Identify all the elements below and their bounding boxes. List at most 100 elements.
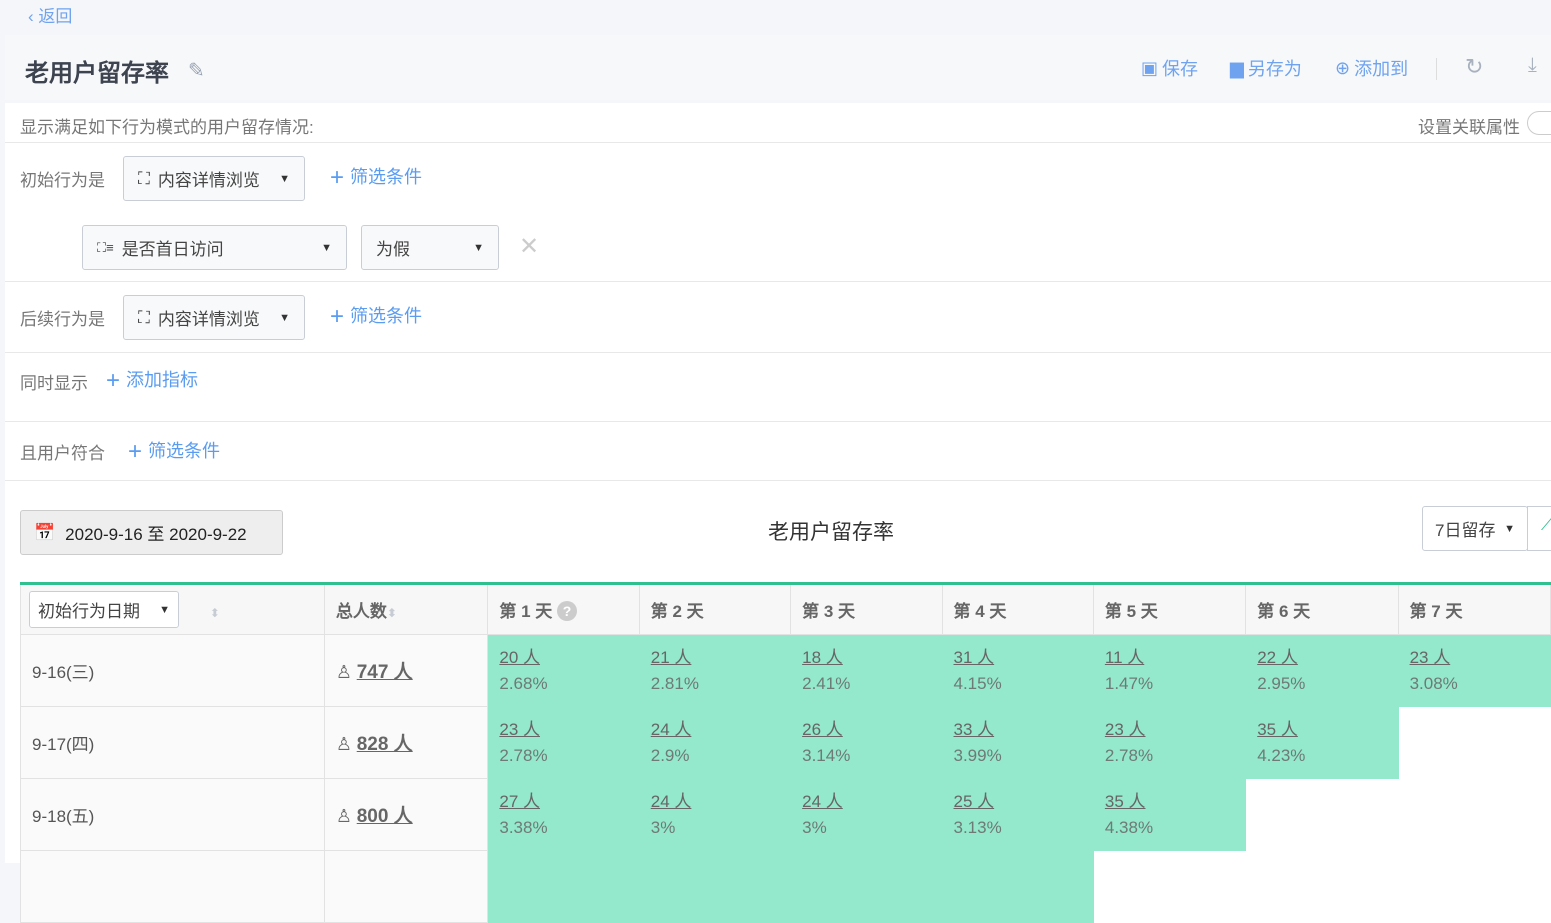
row-date: 9-18(五) [20,778,325,851]
row-date: 9-17(四) [20,706,325,779]
retention-cell[interactable]: 20 人 2.68% [487,634,640,707]
retention-cell[interactable]: 27 人 3.38% [487,778,640,851]
filter-property-select[interactable]: ⛶≡ 是否首日访问 ▼ [82,225,347,270]
day-header: 第 1 天 ? [487,583,640,635]
row-date [20,850,325,923]
event-icon: ⛶ [138,168,150,188]
followup-label: 后续行为是 [20,310,105,329]
caret-down-icon: ▼ [279,172,290,185]
save-icon: ▣ [1141,57,1159,78]
relation-label: 设置关联属性 [1418,118,1520,137]
plus-icon: + [330,303,345,330]
sort-icon[interactable]: ⬍ [386,606,397,620]
user-filter-link[interactable]: + 筛选条件 [128,438,221,465]
retention-cell[interactable] [790,850,943,923]
table-row [20,850,1551,923]
row-total[interactable]: ♙ 747 人 [323,634,489,707]
divider [1436,58,1437,80]
back-link[interactable]: ‹ 返回 [28,7,73,26]
caret-down-icon: ▼ [321,241,332,254]
initial-label: 初始行为是 [20,171,105,190]
caret-down-icon: ▼ [279,311,290,324]
filter-value-select[interactable]: 为假 ▼ [361,225,499,270]
date-column-select[interactable]: 初始行为日期 ▼ [29,591,179,628]
calendar-icon: 📅 [34,522,56,542]
user-icon: ♙ [335,806,352,826]
title-bar [5,35,1551,100]
retention-cell[interactable]: 23 人 2.78% [1092,706,1247,779]
retention-cell[interactable]: 22 人 2.95% [1245,634,1399,707]
download-icon[interactable]: ⤓ [1528,54,1537,76]
retention-cell[interactable]: 23 人 3.08% [1397,634,1551,707]
retention-cell[interactable]: 21 人 2.81% [638,634,792,707]
user-icon: ♙ [335,734,352,754]
retention-cell[interactable]: 18 人 2.41% [790,634,943,707]
retention-cell[interactable]: 35 人 4.23% [1245,706,1399,779]
retention-cell[interactable] [638,850,792,923]
day-header: 第 7 天 [1397,583,1551,635]
remove-filter-icon[interactable]: ✕ [519,233,540,260]
user-match-label: 且用户符合 [20,444,105,463]
day-header: 第 3 天 [790,583,943,635]
plus-icon: + [330,164,345,191]
retention-cell[interactable]: 31 人 4.15% [941,634,1094,707]
retention-cell[interactable]: 24 人 3% [790,778,943,851]
row-total[interactable]: ♙ 800 人 [323,778,489,851]
retention-cell[interactable]: 35 人 4.38% [1092,778,1247,851]
caret-down-icon: ▼ [159,603,170,616]
add-metric-link[interactable]: + 添加指标 [106,367,199,394]
event-icon: ⛶ [138,307,150,327]
row-total[interactable]: ♙ 828 人 [323,706,489,779]
save-as-icon: ▆ [1230,57,1244,78]
row-date: 9-16(三) [20,634,325,707]
empty-cell [1245,850,1399,923]
chevron-left-icon: ‹ [28,7,39,26]
save-button[interactable]: ▣ 保存 [1141,57,1199,80]
empty-cell [1397,706,1551,779]
retention-cell[interactable]: 26 人 3.14% [790,706,943,779]
help-icon[interactable]: ? [557,601,578,621]
page-title: 老用户留存率 [25,60,169,87]
retention-cell[interactable]: 11 人 1.47% [1092,634,1247,707]
user-icon: ♙ [335,662,352,682]
retention-cell[interactable]: 33 人 3.99% [941,706,1094,779]
followup-event-select[interactable]: ⛶ 内容详情浏览 ▼ [123,295,305,340]
day-header: 第 6 天 [1245,583,1399,635]
description: 显示满足如下行为模式的用户留存情况: [20,118,314,137]
retention-cell[interactable]: 25 人 3.13% [941,778,1094,851]
day-header: 第 4 天 [941,583,1094,635]
date-column-header: 初始行为日期 ▼ ⬍ [20,583,325,635]
sort-icon[interactable]: ⬍ [209,606,220,620]
caret-down-icon: ▼ [1504,522,1515,535]
followup-filter-link[interactable]: + 筛选条件 [330,303,423,330]
empty-cell [1245,778,1399,851]
retention-cell[interactable]: 24 人 2.9% [638,706,792,779]
initial-filter-link[interactable]: + 筛选条件 [330,164,423,191]
chart-type-icon[interactable]: ⟋ [1527,506,1551,551]
row-total [323,850,489,923]
edit-icon[interactable]: ✎ [188,60,205,82]
table-row: 9-18(五) ♙ 800 人 27 人 3.38% 24 人 3% 24 人 3% 25 人… [20,778,1551,851]
total-column-header[interactable]: 总人数⬍ [323,583,489,635]
date-range-picker[interactable]: 📅 2020-9-16 至 2020-9-22 [20,510,283,555]
retention-cell[interactable]: 24 人 3% [638,778,792,851]
table-row: 9-17(四) ♙ 828 人 23 人 2.78% 24 人 2.9% 26 人 3.14… [20,706,1551,779]
initial-event-select[interactable]: ⛶ 内容详情浏览 ▼ [123,156,305,201]
plus-circle-icon: ⊕ [1335,57,1351,78]
retention-select[interactable]: 7日留存 ▼ [1422,506,1528,551]
retention-cell[interactable] [941,850,1094,923]
add-to-button[interactable]: ⊕ 添加到 [1335,57,1409,80]
caret-down-icon: ▼ [473,241,484,254]
save-as-button[interactable]: ▆ 另存为 [1230,57,1302,80]
day-header: 第 5 天 [1092,583,1247,635]
retention-cell[interactable] [487,850,640,923]
day-header: 第 2 天 [638,583,792,635]
empty-cell [1397,850,1551,923]
retention-table: 初始行为日期 ▼ ⬍ 总人数⬍ 第 1 天 ? 第 2 天 第 3 天 第 4 天… [20,582,1551,923]
relation-toggle[interactable] [1527,111,1551,135]
chart-title: 老用户留存率 [768,521,894,544]
property-icon: ⛶≡ [97,239,114,255]
table-row: 9-16(三) ♙ 747 人 20 人 2.68% 21 人 2.81% 18 人 2.4… [20,634,1551,707]
retention-cell[interactable]: 23 人 2.78% [487,706,640,779]
refresh-icon[interactable]: ↻ [1465,54,1484,79]
